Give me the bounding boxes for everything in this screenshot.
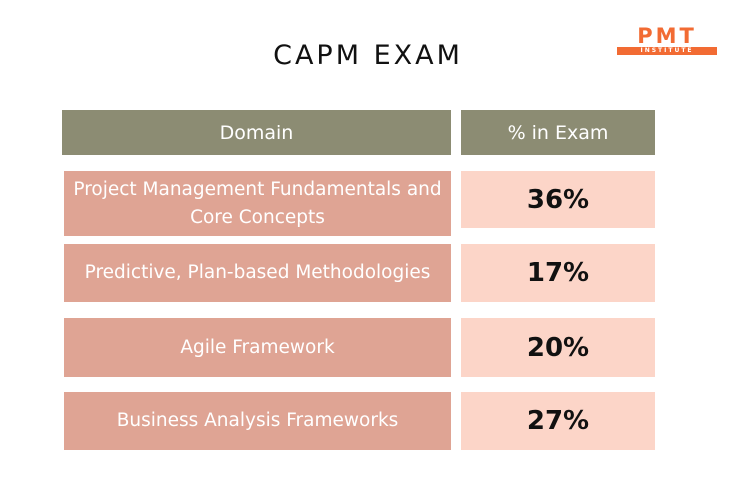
page-title: CAPM EXAM bbox=[273, 40, 463, 71]
percent-cell-1: 36% bbox=[461, 171, 655, 228]
logo-sub-text: INSTITUTE bbox=[617, 47, 717, 55]
logo-main-text: PMT bbox=[637, 24, 697, 48]
domain-cell-2: Predictive, Plan-based Methodologies bbox=[64, 244, 451, 302]
domain-cell-3: Agile Framework bbox=[64, 318, 451, 377]
domain-cell-1: Project Management Fundamentals and Core… bbox=[64, 171, 451, 236]
domain-cell-4: Business Analysis Frameworks bbox=[64, 392, 451, 450]
header-domain: Domain bbox=[62, 110, 451, 155]
pmt-institute-logo: PMT INSTITUTE bbox=[617, 26, 717, 55]
percent-cell-4: 27% bbox=[461, 392, 655, 450]
header-percent: % in Exam bbox=[461, 110, 655, 155]
percent-cell-2: 17% bbox=[461, 244, 655, 302]
percent-cell-3: 20% bbox=[461, 318, 655, 377]
